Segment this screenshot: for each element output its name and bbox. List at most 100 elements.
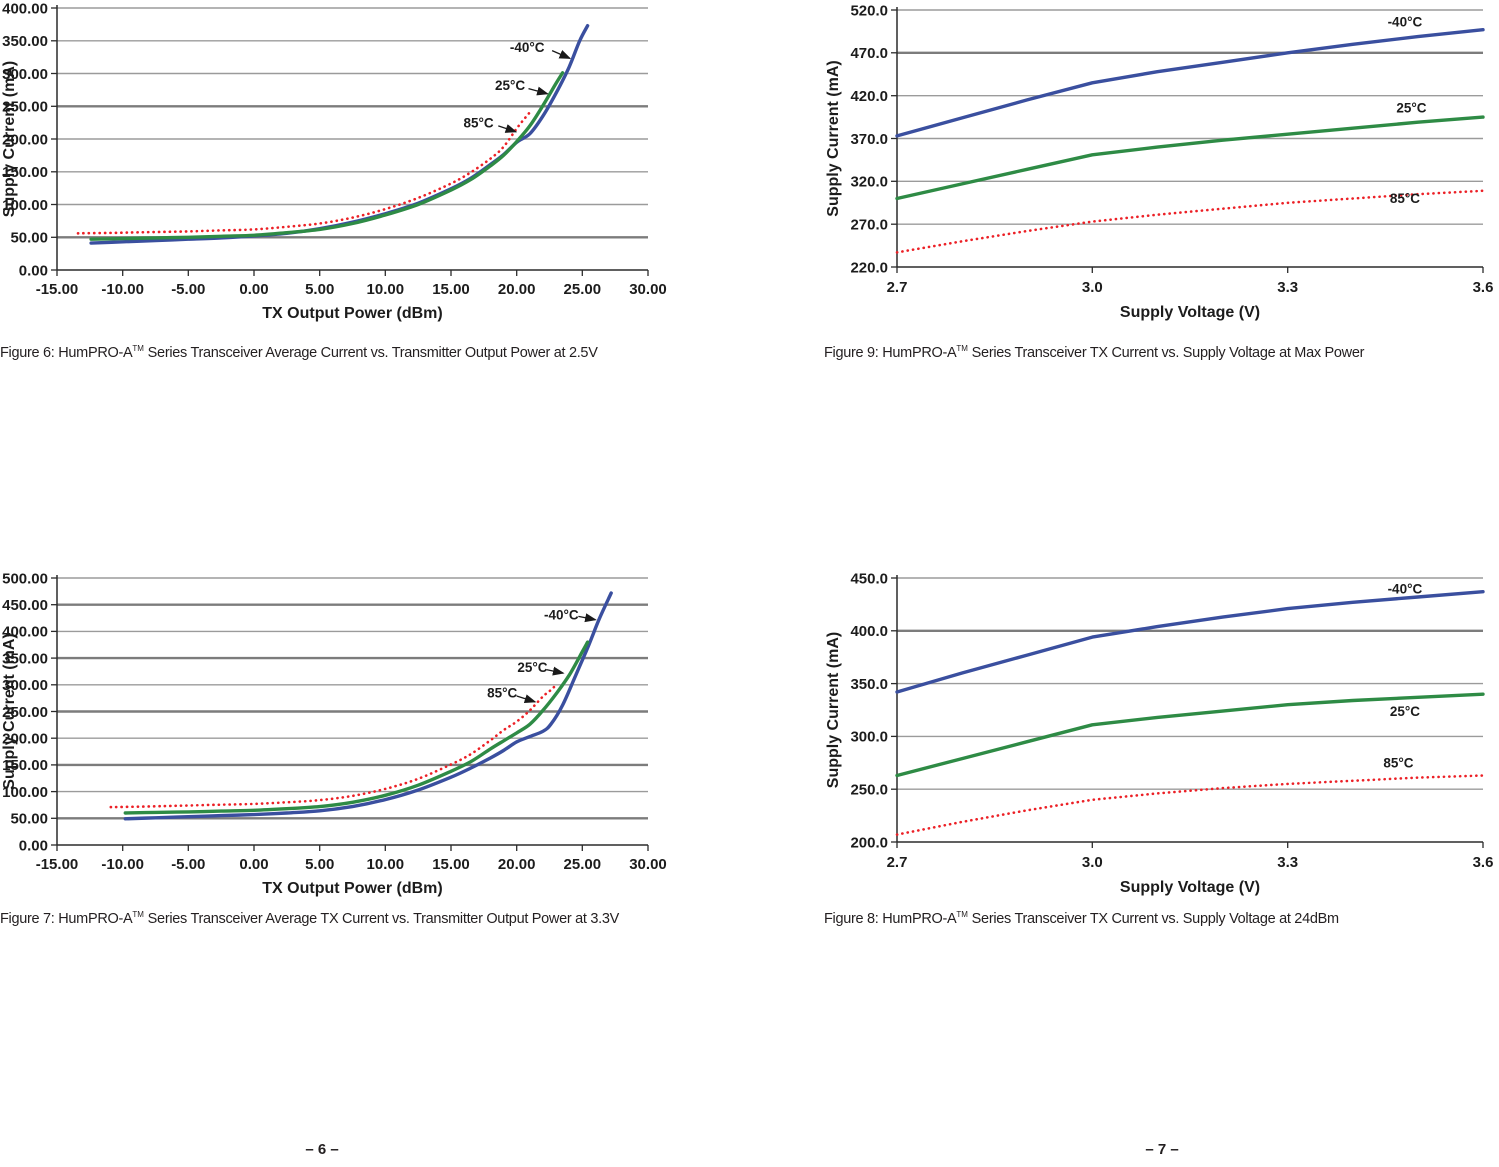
series-line-25°C	[895, 115, 1485, 201]
figure-9-caption: Figure 9: HumPRO-ATM Series Transceiver …	[824, 344, 1364, 361]
x-tick-label: -10.00	[101, 281, 144, 298]
x-tick-label: 20.00	[498, 856, 536, 873]
temp-label-25°C: 25°C	[517, 660, 547, 675]
x-tick-label: -15.00	[36, 856, 79, 873]
annotation-arrow	[546, 666, 565, 676]
x-tick-label: 3.6	[1473, 854, 1494, 871]
caption-text: Figure 8: HumPRO-A	[824, 910, 957, 927]
x-axis-title: Supply Voltage (V)	[1120, 304, 1260, 321]
y-tick-label: 0.00	[19, 262, 48, 279]
x-tick-label: -10.00	[101, 856, 144, 873]
y-tick-label: 300.00	[2, 677, 48, 694]
y-axis-title: Supply Current (mA)	[1, 633, 18, 789]
y-axis-title: Supply Current (mA)	[825, 60, 842, 216]
caption-text: Series Transceiver Average Current vs. T…	[143, 344, 598, 361]
x-tick-label: 10.00	[367, 856, 405, 873]
series-line--40°C	[895, 590, 1485, 694]
caption-text: Series Transceiver TX Current vs. Supply…	[967, 910, 1339, 927]
y-tick-label: 320.0	[850, 174, 888, 191]
caption-text: Figure 7: HumPRO-A	[0, 910, 133, 927]
figure-9-plot: 520.0 470.0 420.0 370.0 320.0 270.0 220.0 2.7 3.…	[825, 2, 1494, 321]
y-axis-title: Supply Current (mA)	[825, 632, 842, 788]
temp-label--40°C: -40°C	[510, 40, 545, 55]
y-tick-label: 220.0	[850, 259, 888, 276]
x-tick-label: 3.6	[1473, 279, 1494, 296]
x-tick-label: 0.00	[239, 281, 268, 298]
x-axis-title: Supply Voltage (V)	[1120, 879, 1260, 896]
x-tick-label: 10.00	[367, 281, 405, 298]
x-axis-title: TX Output Power (dBm)	[262, 880, 442, 897]
x-tick-label: 2.7	[887, 854, 908, 871]
temp-label-85°C: 85°C	[1383, 756, 1413, 771]
figure-9-chart: 520.0 470.0 420.0 370.0 320.0 270.0 220.0 2.7 3.…	[812, 0, 1499, 335]
y-tick-label: 150.00	[2, 757, 48, 774]
temp-label--40°C: -40°C	[544, 608, 579, 623]
temp-label-85°C: 85°C	[1390, 191, 1420, 206]
y-tick-label: 500.00	[2, 570, 48, 587]
figure-6-plot: 400.00 350.00 300.00 250.00 200.00 150.00 100.…	[1, 0, 667, 322]
figure-7-plot: 500.00 450.00 400.00 350.00 300.00 250.00 200.…	[1, 570, 667, 897]
y-tick-label: 50.00	[10, 811, 48, 828]
y-tick-label: 350.00	[2, 33, 48, 50]
y-tick-label: 200.0	[850, 834, 888, 851]
annotation-arrow	[551, 50, 572, 59]
y-tick-label: 250.00	[2, 99, 48, 116]
caption-text: Series Transceiver Average TX Current vs…	[143, 910, 620, 927]
series-line-85°C	[895, 774, 1485, 836]
temp-label-85°C: 85°C	[487, 686, 517, 701]
x-tick-label: 3.0	[1082, 854, 1103, 871]
annotation-arrow	[578, 613, 597, 623]
y-tick-label: 450.0	[850, 570, 888, 587]
y-tick-label: 400.00	[2, 624, 48, 641]
x-tick-label: 25.00	[564, 856, 602, 873]
x-tick-label: 20.00	[498, 281, 536, 298]
y-tick-label: 350.0	[850, 676, 888, 693]
x-tick-label: 5.00	[305, 856, 334, 873]
figure-8-caption: Figure 8: HumPRO-ATM Series Transceiver …	[824, 910, 1339, 927]
figure-7-caption: Figure 7: HumPRO-ATM Series Transceiver …	[0, 910, 619, 927]
x-tick-label: -15.00	[36, 281, 79, 298]
page-number-left: – 6 –	[305, 1141, 339, 1158]
temp-label--40°C: -40°C	[1388, 581, 1423, 596]
caption-text: Figure 6: HumPRO-A	[0, 344, 133, 361]
y-tick-label: 520.0	[850, 2, 888, 19]
y-tick-label: 100.00	[2, 197, 48, 214]
y-tick-label: 50.00	[10, 230, 48, 247]
figure-7-chart: 500.00 450.00 400.00 350.00 300.00 250.00 200.…	[0, 570, 690, 910]
x-tick-label: 25.00	[564, 281, 602, 298]
y-tick-label: 200.00	[2, 131, 48, 148]
annotation-arrow	[528, 86, 549, 96]
x-tick-label: 30.00	[629, 856, 667, 873]
series-line-25°C	[895, 692, 1485, 778]
series-line-25°C	[123, 640, 590, 815]
x-axis-title: TX Output Power (dBm)	[262, 305, 442, 322]
y-tick-label: 100.00	[2, 784, 48, 801]
x-tick-label: 5.00	[305, 281, 334, 298]
figure-8-plot: 450.0 400.0 350.0 300.0 250.0 200.0 2.7 3.0 3.3 3…	[825, 570, 1494, 896]
trademark-superscript: TM	[132, 344, 144, 353]
y-tick-label: 200.00	[2, 730, 48, 747]
x-tick-label: 3.0	[1082, 279, 1103, 296]
series-line--40°C	[123, 591, 613, 821]
x-tick-label: 30.00	[629, 281, 667, 298]
figure-6-caption: Figure 6: HumPRO-ATM Series Transceiver …	[0, 344, 598, 361]
series-line-25°C	[89, 71, 565, 241]
y-tick-label: 0.00	[19, 837, 48, 854]
series-line-85°C	[76, 109, 533, 235]
y-tick-label: 150.00	[2, 164, 48, 181]
y-tick-label: 420.0	[850, 88, 888, 105]
temp-label-85°C: 85°C	[464, 115, 494, 130]
y-tick-label: 350.00	[2, 650, 48, 667]
series-line--40°C	[895, 28, 1485, 138]
y-tick-label: 450.00	[2, 597, 48, 614]
y-tick-label: 300.0	[850, 729, 888, 746]
series-line-85°C	[895, 189, 1485, 254]
temp-label-25°C: 25°C	[1390, 704, 1420, 719]
x-tick-label: -5.00	[171, 856, 205, 873]
y-tick-label: 250.0	[850, 781, 888, 798]
trademark-superscript: TM	[956, 344, 968, 353]
y-tick-label: 400.00	[2, 0, 48, 17]
caption-text: Series Transceiver TX Current vs. Supply…	[967, 344, 1365, 361]
annotation-arrow	[516, 694, 537, 704]
